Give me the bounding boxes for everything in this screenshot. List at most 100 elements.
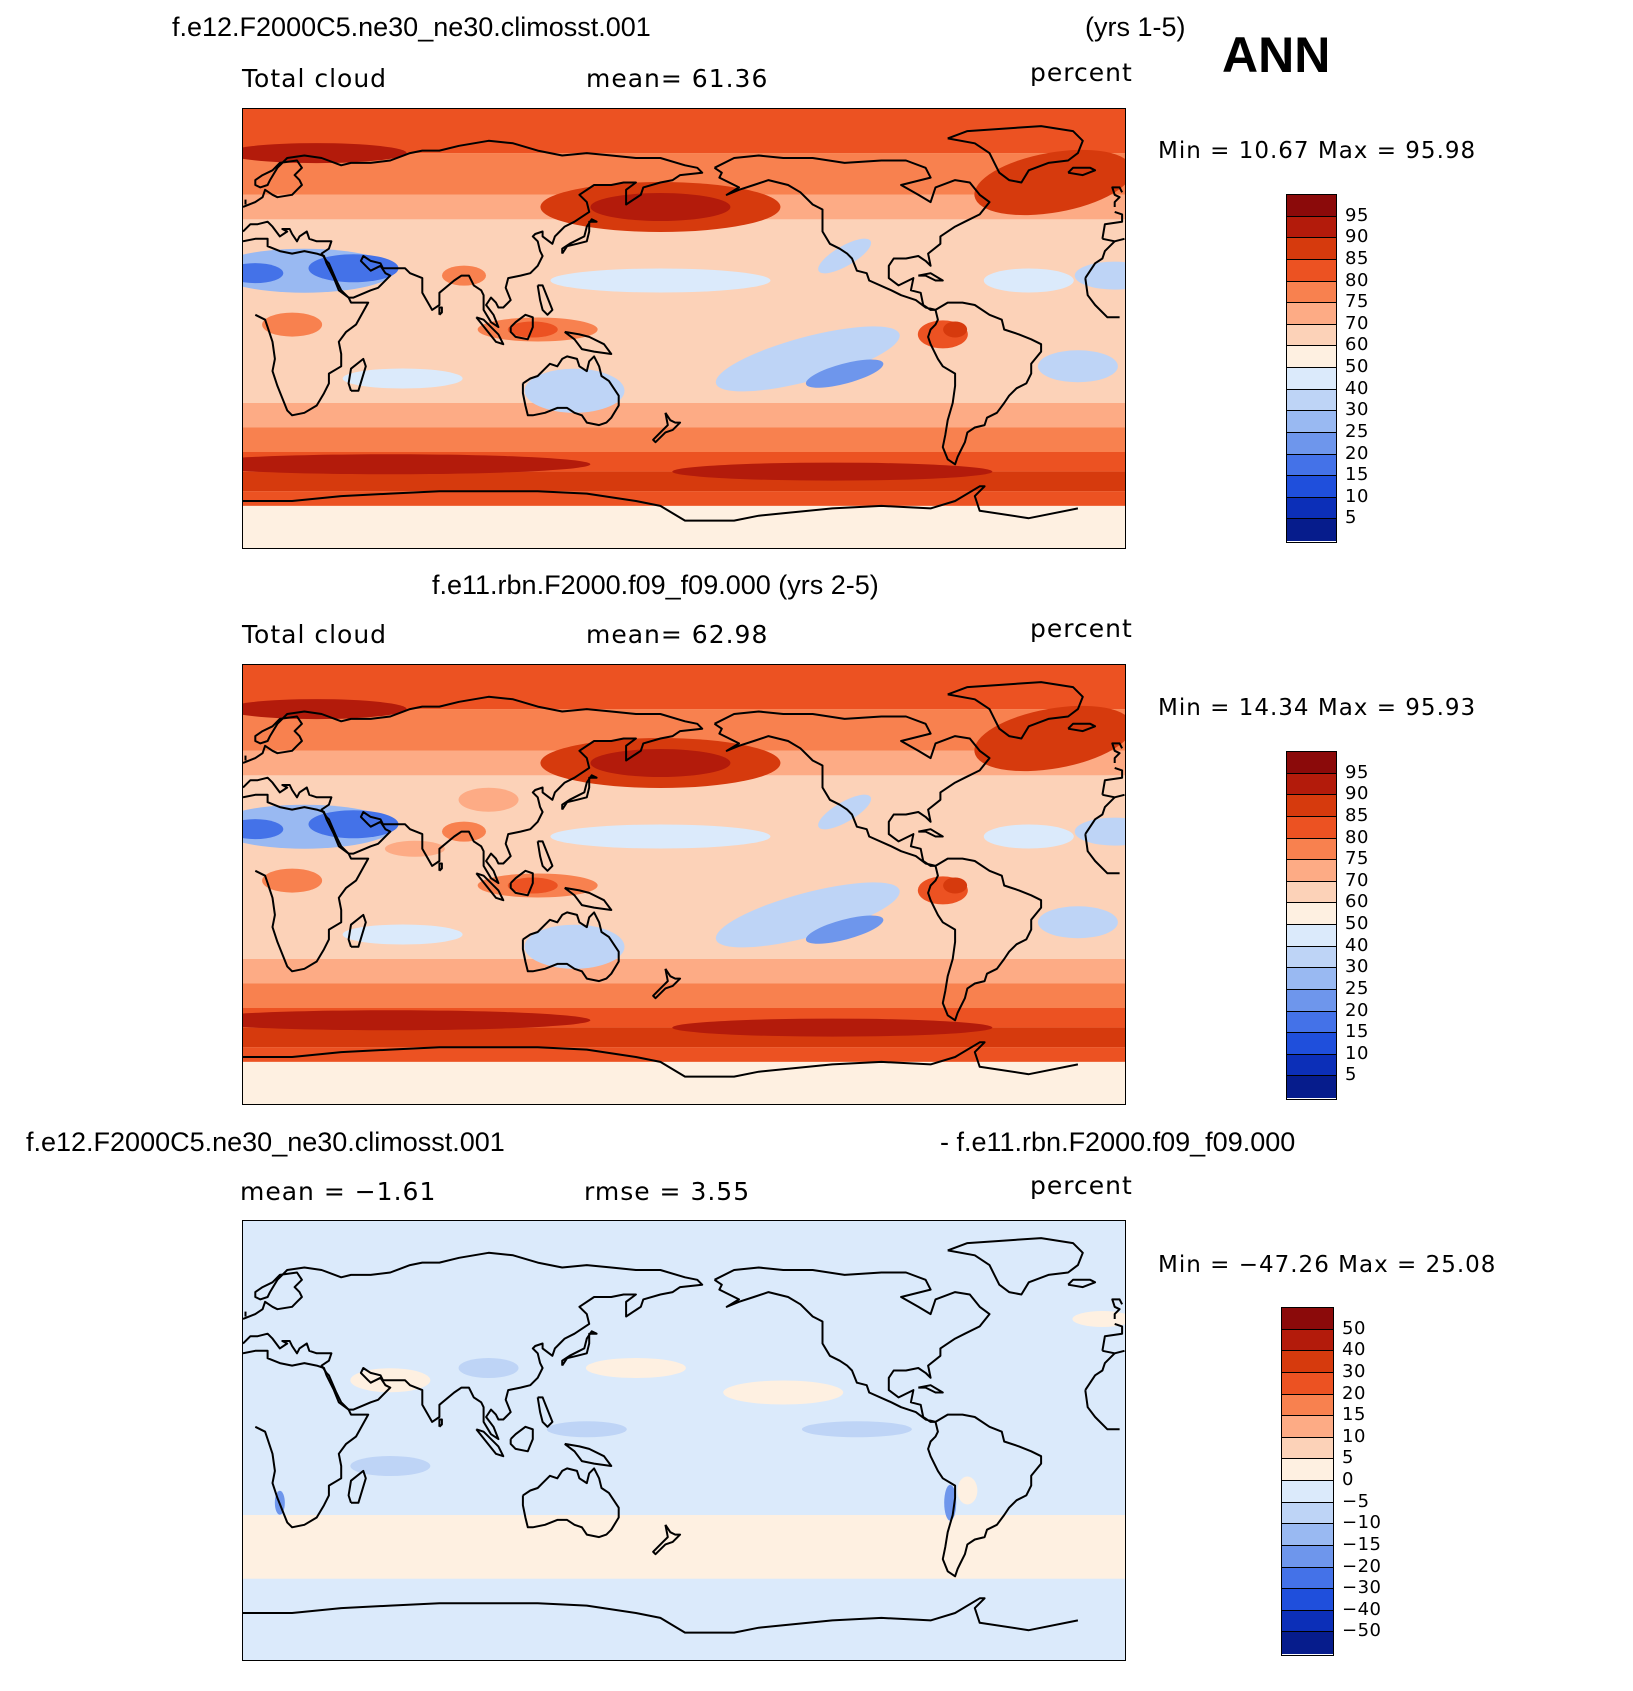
colorbar-tick-label: 10 <box>1345 485 1369 507</box>
colorbar-swatch <box>1287 752 1336 774</box>
negative-anomaly <box>458 1358 519 1378</box>
colorbar-swatch <box>1287 216 1336 239</box>
coastline-south-america <box>927 301 1043 466</box>
coastline-borneo <box>509 313 534 341</box>
coastline-greenland <box>947 1237 1084 1296</box>
colorbar-swatch <box>1287 816 1336 839</box>
negative-anomaly <box>801 1421 912 1438</box>
coastline-philippines <box>536 284 554 316</box>
tibet <box>458 787 519 812</box>
sahara-core <box>243 263 284 284</box>
coastline-sumatra <box>475 872 505 902</box>
north-atlantic-storm-track <box>974 149 1125 216</box>
coastline-africa-west <box>1084 1389 1120 1431</box>
coastline-africa-west <box>243 793 370 973</box>
n-pacific-subtropics <box>550 268 771 293</box>
coastline-australia <box>521 355 620 427</box>
colorbar-swatch <box>1287 303 1336 325</box>
colorbar-swatch <box>1287 881 1336 904</box>
coastline-australia <box>521 911 620 983</box>
colorbar-tick-label: 5 <box>1345 1064 1357 1086</box>
colorbar-tick-label: 80 <box>1345 826 1369 848</box>
arctic-core <box>243 699 407 720</box>
colorbar-swatch <box>1287 389 1336 412</box>
colorbar-tick-label: 10 <box>1345 1042 1369 1064</box>
colorbar-tick-label: 25 <box>1345 977 1369 999</box>
coastline-eurasia <box>1102 793 1125 799</box>
positive-anomaly <box>723 1380 844 1405</box>
congo-convection <box>262 868 323 893</box>
s-atlantic-clear <box>1037 906 1118 939</box>
coastline-borneo <box>509 869 534 897</box>
coastline-madagascar <box>347 1469 367 1504</box>
coastline-north-america <box>713 1266 991 1423</box>
coastline-sri-lanka <box>438 1418 443 1428</box>
latitude-band <box>243 427 1125 452</box>
colorbar-swatch <box>1287 903 1336 925</box>
california-clear <box>818 238 872 274</box>
colorbar-tick-label: 80 <box>1345 269 1369 291</box>
coastline-north-america <box>713 154 991 311</box>
coastline-eurasia <box>1102 1349 1125 1355</box>
colorbar-swatch <box>1282 1372 1333 1395</box>
colorbar-swatch <box>1287 989 1336 1012</box>
se-pacific-core <box>805 359 884 388</box>
colorbar-tick-label: 70 <box>1345 869 1369 891</box>
colorbar-swatch <box>1282 1545 1333 1568</box>
colorbar-swatch <box>1287 1076 1336 1098</box>
colorbar-tick-label: 85 <box>1345 247 1369 269</box>
coastline-cuba <box>918 272 944 282</box>
s-indian-clear <box>342 368 463 389</box>
colorbar-tick-label: 75 <box>1345 848 1369 870</box>
colorbar-tick-label: 40 <box>1345 377 1369 399</box>
colorbar-tick-label: 75 <box>1345 291 1369 313</box>
s-atlantic-clear <box>1037 350 1118 383</box>
coastline-africa-west <box>1084 1352 1116 1391</box>
panel2-title: f.e11.rbn.F2000.f09_f09.000 (yrs 2-5) <box>432 570 879 600</box>
colorbar-swatch <box>1282 1308 1333 1330</box>
coastline-new-zealand <box>652 968 682 1000</box>
coastline-british-isles <box>1111 1298 1123 1319</box>
colorbar-swatch <box>1287 454 1336 477</box>
panel3-rmse: rmse = 3.55 <box>584 1177 751 1206</box>
s-indian-clear <box>342 924 463 945</box>
panel1-mean: mean= 61.36 <box>586 64 769 93</box>
colorbar-swatch <box>1287 195 1336 217</box>
southern-ocean-core <box>672 1018 993 1037</box>
colorbar-swatch <box>1287 497 1336 520</box>
colorbar-swatch <box>1282 1610 1333 1633</box>
latitude-band <box>243 959 1125 984</box>
colorbar-swatch <box>1287 795 1336 817</box>
sahara-core <box>243 819 284 840</box>
panel2-units: percent <box>1030 614 1133 643</box>
panel2-mean: mean= 62.98 <box>586 620 769 649</box>
arabian-sea <box>384 840 445 857</box>
colorbar-swatch <box>1287 346 1336 368</box>
colorbar-tick-label: 15 <box>1345 464 1369 486</box>
andes-core <box>943 877 968 894</box>
coastline-eurasia <box>243 695 704 885</box>
colorbar-tick-label: 50 <box>1345 356 1369 377</box>
positive-anomaly <box>1072 1311 1125 1327</box>
panel1-map <box>242 108 1126 549</box>
coastline-british-isles <box>1111 186 1123 207</box>
colorbar-swatch <box>1282 1416 1333 1438</box>
panel3-colorbar <box>1281 1307 1334 1656</box>
north-pacific-storm-track-core <box>590 749 731 777</box>
coastline-iceland <box>1067 1278 1097 1289</box>
colorbar-tick-label: 15 <box>1342 1404 1366 1426</box>
colorbar-swatch <box>1287 324 1336 347</box>
colorbar-tick-label: 30 <box>1345 399 1369 421</box>
california-clear <box>818 794 872 830</box>
colorbar-swatch <box>1287 281 1336 304</box>
panel3-title-left: f.e12.F2000C5.ne30_ne30.climosst.001 <box>26 1127 505 1157</box>
panel3-title-right: - f.e11.rbn.F2000.f09_f09.000 <box>940 1127 1296 1157</box>
coastline-sri-lanka <box>438 306 443 316</box>
colorbar-tick-label: 95 <box>1345 761 1369 783</box>
positive-anomaly <box>585 1358 686 1378</box>
colorbar-swatch <box>1282 1589 1333 1611</box>
coastline-south-america <box>927 857 1043 1022</box>
arctic-core <box>243 143 407 164</box>
coastline-africa-west <box>243 237 370 417</box>
colorbar-tick-label: −10 <box>1342 1512 1382 1534</box>
